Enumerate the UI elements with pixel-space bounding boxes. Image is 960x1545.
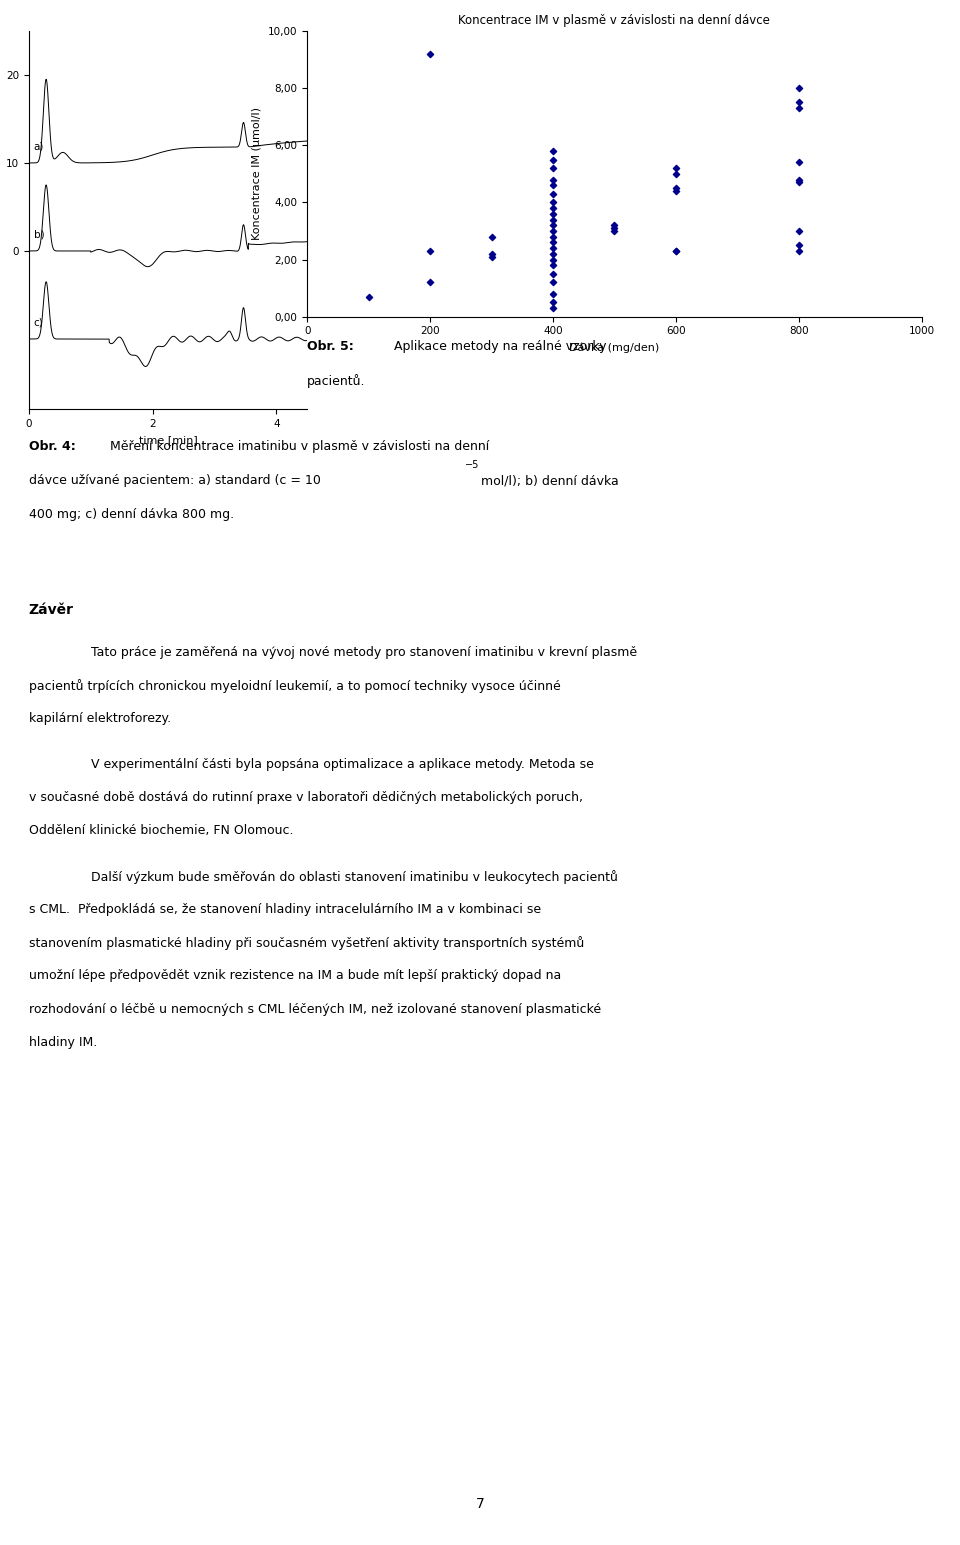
Point: [545, 190, 561, 215]
Text: V experimentální části byla popsána optimalizace a aplikace metody. Metoda se: V experimentální části byla popsána opti…: [91, 757, 594, 771]
Point: [668, 156, 684, 181]
Point: [545, 201, 561, 226]
Point: [545, 167, 561, 192]
Point: [545, 261, 561, 286]
Point: [607, 218, 622, 243]
Point: [791, 150, 806, 175]
Text: Obr. 4:: Obr. 4:: [29, 440, 76, 453]
Point: [791, 238, 806, 263]
Point: [545, 224, 561, 249]
Text: pacientů trpících chronickou myeloidní leukemií, a to pomocí techniky vysoce úči: pacientů trpících chronickou myeloidní l…: [29, 680, 561, 694]
Text: Závěr: Závěr: [29, 603, 74, 616]
Text: pacientů.: pacientů.: [307, 374, 366, 388]
Text: a): a): [34, 142, 44, 151]
Text: c): c): [34, 318, 43, 328]
X-axis label: Dávka (mg/den): Dávka (mg/den): [569, 341, 660, 352]
Text: v současné době dostává do rutinní praxe v laboratoři dědičných metabolických po: v současné době dostává do rutinní praxe…: [29, 791, 583, 803]
Point: [791, 96, 806, 121]
Point: [422, 42, 438, 66]
Point: [422, 270, 438, 295]
Point: [484, 244, 499, 269]
Point: [791, 218, 806, 243]
Point: [668, 176, 684, 201]
Text: rozhodování o léčbě u nemocných s CML léčených IM, než izolované stanovení plasm: rozhodování o léčbě u nemocných s CML lé…: [29, 1003, 601, 1015]
Point: [484, 224, 499, 249]
Point: [668, 238, 684, 263]
Point: [607, 216, 622, 241]
Y-axis label: Koncentrace IM (μmol/l): Koncentrace IM (μmol/l): [252, 107, 262, 241]
Text: 7: 7: [475, 1497, 485, 1511]
Text: Měření koncentrace imatinibu v plasmě v závislosti na denní: Měření koncentrace imatinibu v plasmě v …: [110, 440, 490, 453]
Point: [668, 161, 684, 185]
Point: [791, 170, 806, 195]
Point: [545, 253, 561, 278]
Text: stanovením plasmatické hladiny při současném vyšetření aktivity transportních sy: stanovením plasmatické hladiny při souča…: [29, 936, 584, 950]
Text: −5: −5: [465, 460, 479, 470]
Point: [791, 167, 806, 192]
Point: [545, 236, 561, 261]
Point: [791, 76, 806, 100]
Point: [791, 90, 806, 114]
Point: [545, 270, 561, 295]
Point: [545, 173, 561, 198]
Point: [545, 218, 561, 243]
Point: [545, 295, 561, 320]
Text: hladiny IM.: hladiny IM.: [29, 1037, 97, 1049]
Text: kapilární elektroforezy.: kapilární elektroforezy.: [29, 712, 171, 725]
Point: [668, 238, 684, 263]
Text: Oddělení klinické biochemie, FN Olomouc.: Oddělení klinické biochemie, FN Olomouc.: [29, 825, 294, 837]
Title: Koncentrace IM v plasmě v závislosti na denní dávce: Koncentrace IM v plasmě v závislosti na …: [459, 14, 770, 26]
X-axis label: time [min]: time [min]: [138, 434, 198, 445]
Point: [545, 207, 561, 232]
Text: Aplikace metody na reálné vzorky: Aplikace metody na reálné vzorky: [394, 340, 606, 352]
Text: mol/l); b) denní dávka: mol/l); b) denní dávka: [477, 474, 619, 487]
Point: [484, 241, 499, 266]
Text: dávce užívané pacientem: a) standard (c = 10: dávce užívané pacientem: a) standard (c …: [29, 474, 321, 487]
Point: [668, 179, 684, 204]
Point: [545, 281, 561, 306]
Point: [545, 230, 561, 255]
Text: Další výzkum bude směřován do oblasti stanovení imatinibu v leukocytech pacientů: Další výzkum bude směřován do oblasti st…: [91, 870, 618, 884]
Text: umožní lépe předpovědět vznik rezistence na IM a bude mít lepší praktický dopad : umožní lépe předpovědět vznik rezistence…: [29, 970, 561, 983]
Text: b): b): [34, 230, 44, 239]
Point: [422, 238, 438, 263]
Point: [545, 181, 561, 205]
Text: s CML.  Předpokládá se, že stanovení hladiny intracelulárního IM a v kombinaci s: s CML. Předpokládá se, že stanovení hlad…: [29, 902, 540, 916]
Point: [607, 213, 622, 238]
Point: [545, 147, 561, 171]
Point: [545, 139, 561, 164]
Point: [791, 233, 806, 258]
Point: [545, 241, 561, 266]
Point: [545, 247, 561, 272]
Text: Tato práce je zaměřená na vývoj nové metody pro stanovení imatinibu v krevní pla: Tato práce je zaměřená na vývoj nové met…: [91, 646, 637, 658]
Text: Obr. 5:: Obr. 5:: [307, 340, 354, 352]
Point: [545, 290, 561, 315]
Point: [545, 196, 561, 221]
Point: [545, 213, 561, 238]
Text: 400 mg; c) denní dávka 800 mg.: 400 mg; c) denní dávka 800 mg.: [29, 508, 234, 521]
Point: [545, 156, 561, 181]
Point: [361, 284, 376, 309]
